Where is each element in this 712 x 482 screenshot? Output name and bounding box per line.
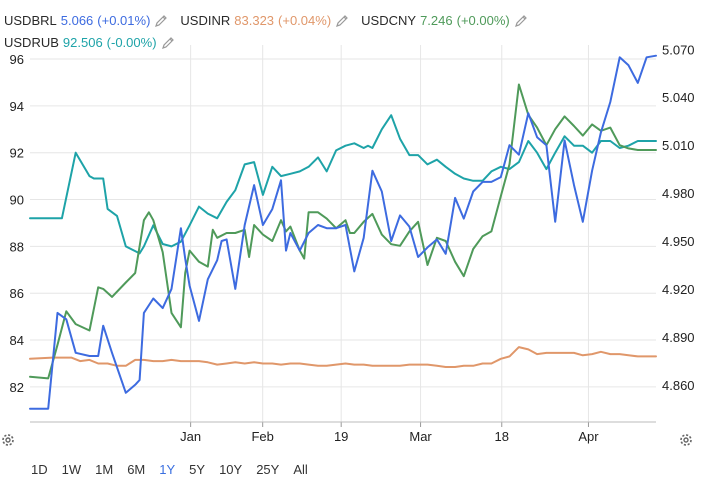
- legend-value: 7.246: [420, 13, 453, 28]
- legend-symbol: USDCNY: [361, 13, 417, 28]
- x-tick-label: Jan: [180, 429, 201, 444]
- x-tick-label: 18: [495, 429, 509, 444]
- series-line-usdbrl: [29, 54, 657, 410]
- y-tick-label-left: 96: [10, 52, 24, 67]
- pencil-icon[interactable]: [161, 36, 175, 50]
- x-tick-label: 19: [334, 429, 348, 444]
- y-tick-label-right: 4.920: [662, 282, 695, 297]
- y-tick-label-left: 90: [10, 193, 24, 208]
- y-tick-label-left: 82: [10, 380, 24, 395]
- axes: 82 84 86 88 90 92 94 96 4.860 4.890 4.920 4.950 4.98…: [10, 42, 695, 444]
- series-line-usdcny: [29, 83, 657, 380]
- range-button-1d[interactable]: 1D: [24, 460, 55, 478]
- series-line-usdrub: [29, 114, 657, 255]
- legend-item-usdrub[interactable]: USDRUB 92.506 (-0.00%): [4, 32, 175, 54]
- legend-symbol: USDBRL: [4, 13, 57, 28]
- series-line-usdinr: [29, 346, 657, 368]
- legend-item-usdinr[interactable]: USDINR 83.323 (+0.04%): [180, 10, 349, 32]
- x-tick-label: Apr: [578, 429, 599, 444]
- pencil-icon[interactable]: [335, 14, 349, 28]
- legend-symbol: USDRUB: [4, 35, 59, 50]
- y-tick-label-right: 4.860: [662, 378, 695, 393]
- legend-row-1: USDBRL 5.066 (+0.01%) USDINR 83.323 (+0.…: [4, 10, 540, 32]
- gear-icon[interactable]: [678, 432, 694, 448]
- y-tick-label-right: 4.950: [662, 234, 695, 249]
- range-selector: 1D 1W 1M 6M 1Y 5Y 10Y 25Y All: [24, 460, 315, 478]
- legend: USDBRL 5.066 (+0.01%) USDINR 83.323 (+0.…: [4, 10, 540, 54]
- y-tick-label-left: 88: [10, 239, 24, 254]
- legend-value: 5.066: [60, 13, 94, 28]
- y-tick-label-right: 5.010: [662, 138, 695, 153]
- legend-symbol: USDINR: [180, 13, 231, 28]
- legend-value: 92.506: [62, 35, 103, 50]
- series-lines: [29, 54, 657, 410]
- range-button-1y[interactable]: 1Y: [152, 460, 182, 478]
- y-tick-label-right: 4.890: [662, 330, 695, 345]
- gear-icon[interactable]: [0, 432, 16, 448]
- legend-change: (+0.00%): [456, 13, 510, 28]
- x-tick-label: Mar: [409, 429, 432, 444]
- legend-item-usdcny[interactable]: USDCNY 7.246 (+0.00%): [361, 10, 528, 32]
- legend-item-usdbrl[interactable]: USDBRL 5.066 (+0.01%): [4, 10, 168, 32]
- range-button-1w[interactable]: 1W: [55, 460, 89, 478]
- y-tick-label-right: 5.040: [662, 90, 695, 105]
- x-tick-label: Feb: [251, 429, 273, 444]
- y-tick-label-left: 94: [10, 99, 24, 114]
- legend-change: (+0.01%): [97, 13, 151, 28]
- y-tick-label-right: 5.070: [662, 42, 695, 57]
- y-tick-label-left: 92: [10, 146, 24, 161]
- legend-change: (-0.00%): [106, 35, 157, 50]
- legend-change: (+0.04%): [278, 13, 332, 28]
- range-button-25y[interactable]: 25Y: [249, 460, 286, 478]
- range-button-6m[interactable]: 6M: [120, 460, 152, 478]
- y-tick-label-left: 86: [10, 286, 24, 301]
- y-tick-label-right: 4.980: [662, 186, 695, 201]
- y-tick-label-left: 84: [10, 333, 24, 348]
- range-button-1m[interactable]: 1M: [88, 460, 120, 478]
- range-button-5y[interactable]: 5Y: [182, 460, 212, 478]
- pencil-icon[interactable]: [154, 14, 168, 28]
- range-button-all[interactable]: All: [286, 460, 314, 478]
- range-button-10y[interactable]: 10Y: [212, 460, 249, 478]
- legend-value: 83.323: [234, 13, 275, 28]
- legend-row-2: USDRUB 92.506 (-0.00%): [4, 32, 540, 54]
- pencil-icon[interactable]: [514, 14, 528, 28]
